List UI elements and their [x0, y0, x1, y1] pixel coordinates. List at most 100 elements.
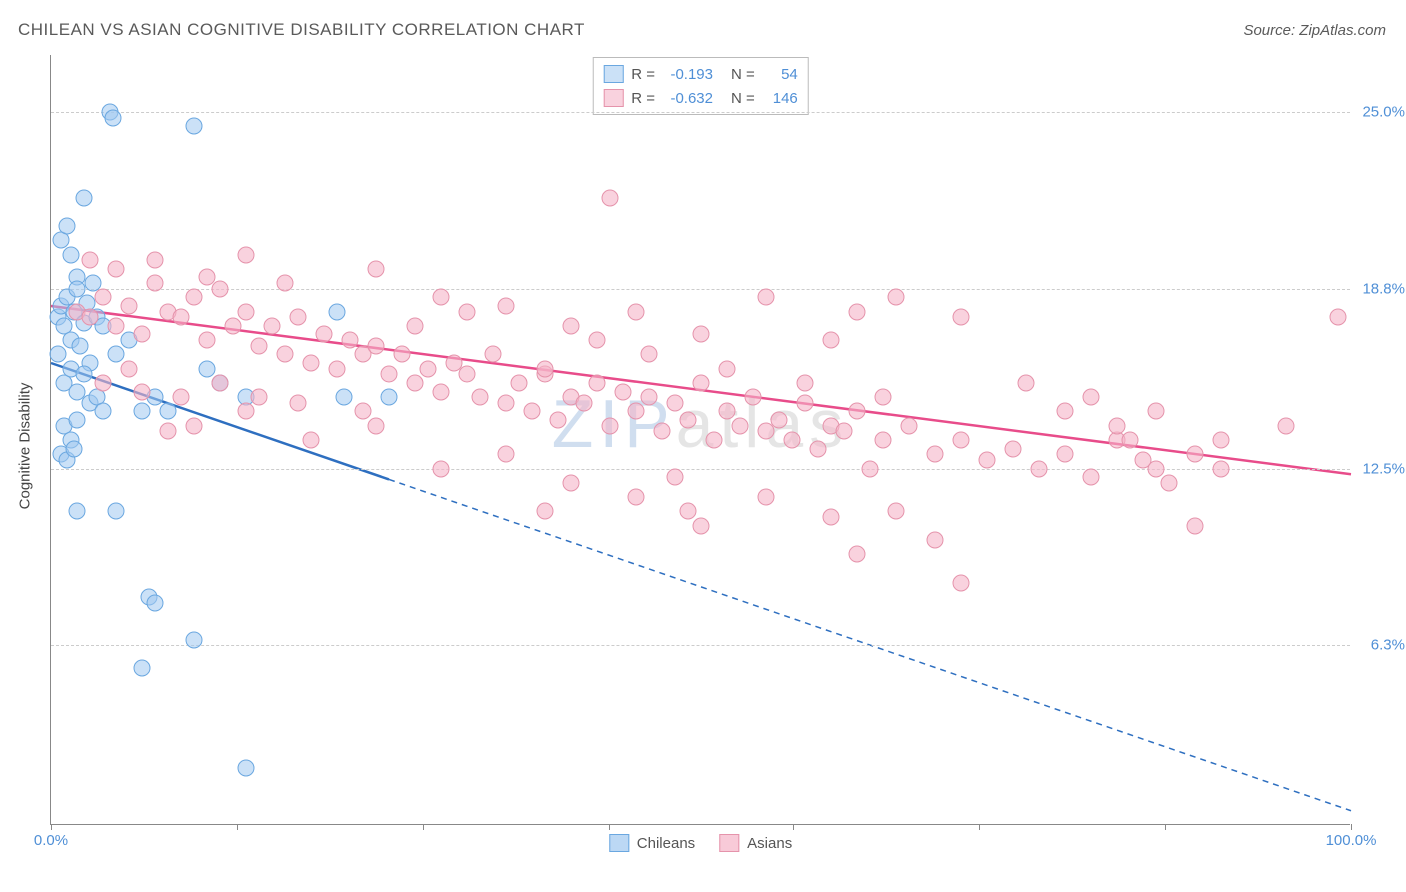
scatter-point [810, 440, 827, 457]
scatter-point [511, 374, 528, 391]
scatter-point [1005, 440, 1022, 457]
scatter-point [693, 326, 710, 343]
scatter-point [628, 489, 645, 506]
scatter-point [680, 412, 697, 429]
scatter-point [1148, 403, 1165, 420]
xtick [793, 824, 794, 830]
scatter-point [433, 289, 450, 306]
scatter-point [1213, 432, 1230, 449]
scatter-point [875, 432, 892, 449]
scatter-point [407, 317, 424, 334]
scatter-point [238, 246, 255, 263]
scatter-point [563, 474, 580, 491]
scatter-point [719, 360, 736, 377]
scatter-point [758, 289, 775, 306]
scatter-point [368, 337, 385, 354]
scatter-point [953, 432, 970, 449]
y-axis-title: Cognitive Disability [17, 383, 34, 510]
gridline [51, 645, 1350, 646]
scatter-point [797, 374, 814, 391]
scatter-point [615, 383, 632, 400]
xtick-label: 0.0% [34, 832, 68, 849]
scatter-point [836, 423, 853, 440]
stats-legend-box: R =-0.193N =54R =-0.632N =146 [592, 57, 809, 115]
legend-swatch [609, 834, 629, 852]
scatter-point [693, 517, 710, 534]
scatter-point [134, 383, 151, 400]
scatter-point [1122, 432, 1139, 449]
scatter-point [758, 489, 775, 506]
scatter-point [641, 389, 658, 406]
scatter-point [290, 394, 307, 411]
stat-n-label: N = [731, 90, 755, 107]
stat-r-value: -0.193 [663, 66, 713, 83]
ytick-label: 6.3% [1371, 637, 1405, 654]
scatter-point [498, 394, 515, 411]
scatter-point [407, 374, 424, 391]
scatter-point [1057, 446, 1074, 463]
scatter-point [1057, 403, 1074, 420]
scatter-point [238, 759, 255, 776]
scatter-point [121, 297, 138, 314]
scatter-point [225, 317, 242, 334]
scatter-point [433, 460, 450, 477]
stat-n-value: 146 [763, 90, 798, 107]
scatter-point [693, 374, 710, 391]
scatter-point [498, 446, 515, 463]
scatter-point [238, 403, 255, 420]
scatter-point [875, 389, 892, 406]
scatter-point [212, 280, 229, 297]
legend-item: Chileans [609, 834, 695, 852]
scatter-point [1187, 517, 1204, 534]
scatter-point [173, 309, 190, 326]
scatter-point [329, 303, 346, 320]
scatter-point [537, 503, 554, 520]
scatter-point [160, 403, 177, 420]
scatter-point [1018, 374, 1035, 391]
scatter-point [75, 189, 92, 206]
gridline [51, 289, 1350, 290]
legend-swatch [719, 834, 739, 852]
scatter-point [238, 303, 255, 320]
scatter-point [628, 303, 645, 320]
scatter-point [134, 403, 151, 420]
stat-r-label: R = [631, 90, 655, 107]
scatter-point [901, 417, 918, 434]
scatter-point [745, 389, 762, 406]
legend-label: Asians [747, 835, 792, 852]
scatter-point [368, 417, 385, 434]
scatter-point [641, 346, 658, 363]
stats-row: R =-0.193N =54 [603, 62, 798, 86]
scatter-point [342, 332, 359, 349]
scatter-point [797, 394, 814, 411]
scatter-point [108, 317, 125, 334]
scatter-point [1109, 417, 1126, 434]
legend-label: Chileans [637, 835, 695, 852]
stat-n-value: 54 [763, 66, 798, 83]
scatter-point [147, 594, 164, 611]
scatter-point [1161, 474, 1178, 491]
scatter-point [75, 366, 92, 383]
scatter-point [62, 246, 79, 263]
scatter-point [134, 326, 151, 343]
scatter-point [563, 317, 580, 334]
scatter-point [290, 309, 307, 326]
scatter-point [719, 403, 736, 420]
scatter-point [212, 374, 229, 391]
stats-row: R =-0.632N =146 [603, 86, 798, 110]
scatter-point [732, 417, 749, 434]
scatter-point [160, 423, 177, 440]
scatter-point [784, 432, 801, 449]
stat-n-label: N = [731, 66, 755, 83]
scatter-point [394, 346, 411, 363]
scatter-point [849, 546, 866, 563]
scatter-point [199, 332, 216, 349]
ytick-label: 18.8% [1362, 280, 1405, 297]
scatter-point [95, 374, 112, 391]
scatter-point [303, 355, 320, 372]
scatter-point [147, 252, 164, 269]
scatter-point [69, 280, 86, 297]
ytick-label: 12.5% [1362, 460, 1405, 477]
scatter-point [459, 303, 476, 320]
scatter-point [199, 269, 216, 286]
